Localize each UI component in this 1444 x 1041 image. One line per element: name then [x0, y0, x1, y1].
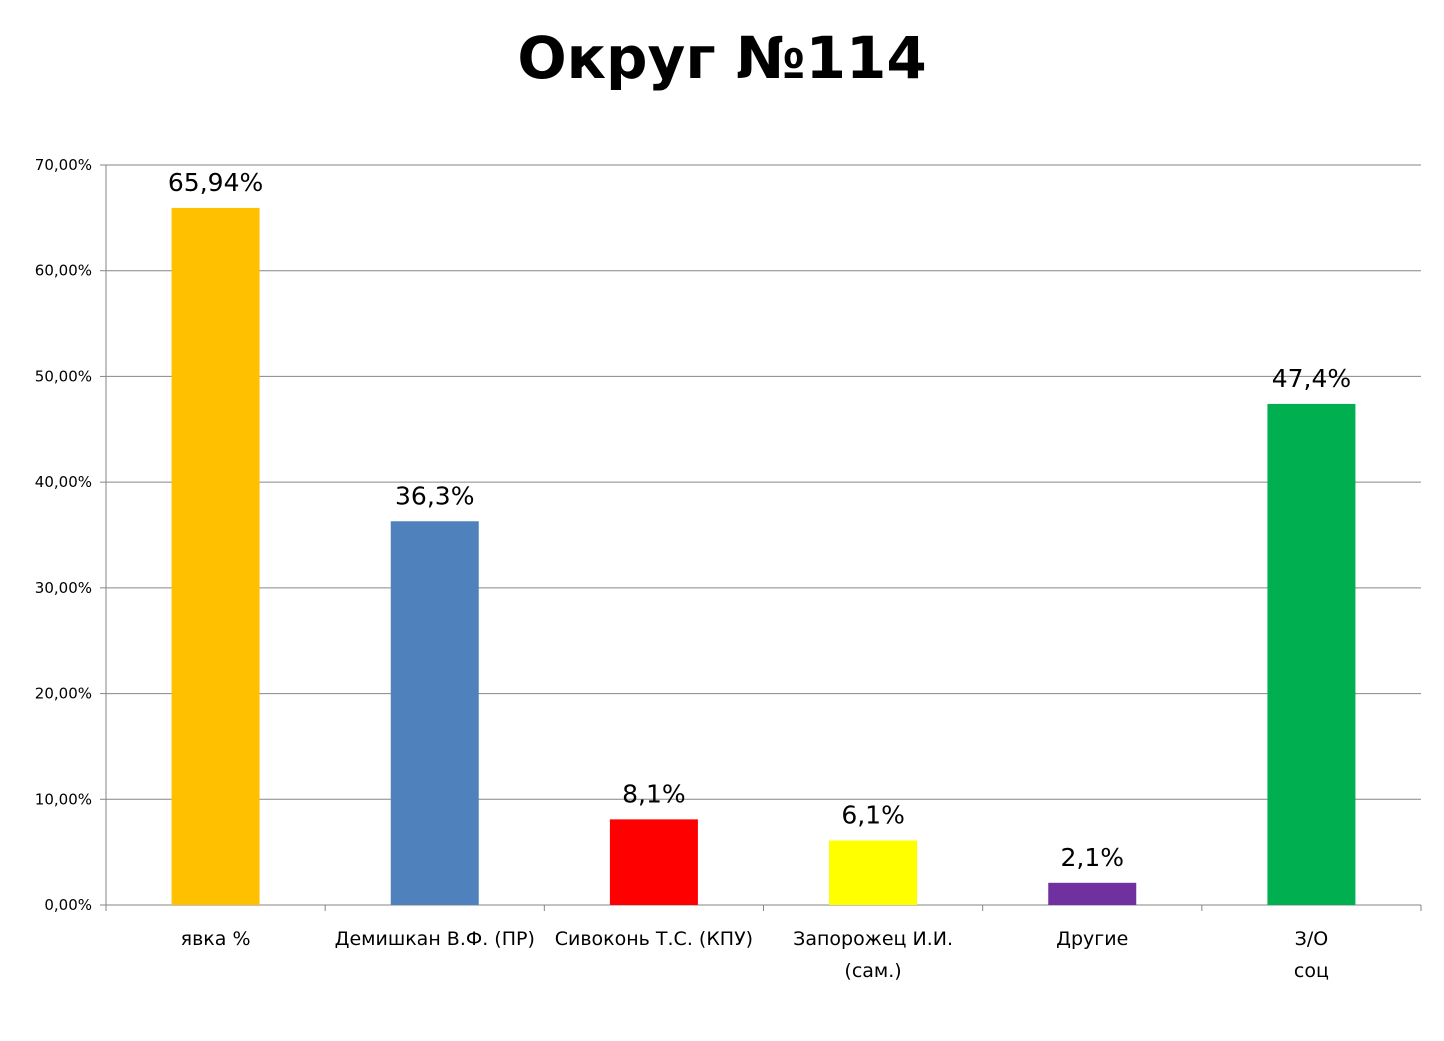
category-label-line: Сивоконь Т.С. (КПУ) — [555, 928, 753, 950]
axes — [100, 164, 1422, 911]
category-label: явка % — [181, 928, 251, 950]
bars — [171, 207, 1356, 906]
category-label-line: Запорожец И.И. — [793, 928, 953, 950]
category-label: Другие — [1056, 928, 1128, 950]
category-label: Запорожец И.И. (сам.) — [793, 928, 953, 982]
bar — [390, 521, 479, 905]
labels: 0,00% 10,00% 20,00% 30,00% 40,00% 50,00% 60,00… — [35, 156, 1351, 982]
bar — [609, 819, 698, 905]
y-tick-label: 30,00% — [35, 579, 92, 597]
y-tick-label: 0,00% — [44, 896, 92, 914]
chart-title: Округ №114 — [517, 24, 927, 92]
category-label: Сивоконь Т.С. (КПУ) — [555, 928, 753, 950]
category-label-line: Демишкан В.Ф. (ПР) — [335, 928, 535, 950]
category-label-line: З/О — [1295, 928, 1329, 950]
bar — [171, 207, 260, 906]
y-tick-label: 60,00% — [35, 262, 92, 280]
data-label: 47,4% — [1272, 364, 1351, 393]
category-label-line: Другие — [1056, 928, 1128, 950]
bar — [829, 840, 918, 905]
y-tick-label: 50,00% — [35, 367, 92, 385]
category-label-line: (сам.) — [844, 960, 901, 982]
data-label: 65,94% — [168, 168, 263, 197]
data-label: 36,3% — [395, 481, 474, 510]
category-label: З/О соц — [1294, 928, 1329, 982]
y-tick-label: 20,00% — [35, 685, 92, 703]
data-label: 6,1% — [841, 801, 905, 830]
category-label-line: явка % — [181, 928, 251, 950]
y-tick-label: 70,00% — [35, 156, 92, 174]
category-label-line: соц — [1294, 960, 1329, 982]
category-label: Демишкан В.Ф. (ПР) — [335, 928, 535, 950]
y-tick-label: 40,00% — [35, 473, 92, 491]
bar — [1048, 882, 1137, 905]
data-label: 8,1% — [622, 779, 686, 808]
data-label: 2,1% — [1060, 843, 1124, 872]
y-tick-label: 10,00% — [35, 790, 92, 808]
bar — [1267, 403, 1356, 905]
gridlines — [106, 164, 1421, 800]
